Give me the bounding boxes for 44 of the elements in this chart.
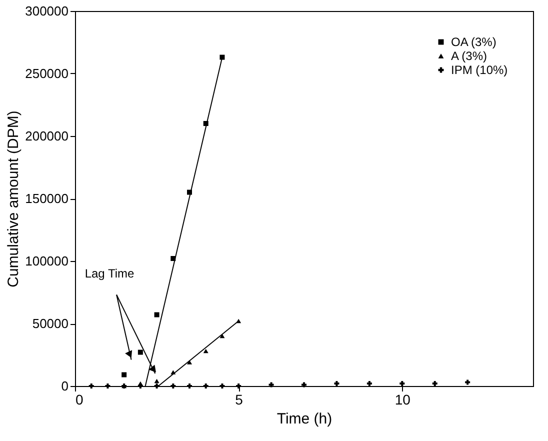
point (366, 381, 372, 386)
point (432, 381, 438, 386)
x-tick-label: 10 (394, 392, 411, 408)
legend-label: OA (3%) (451, 35, 496, 49)
legend-label: IPM (10%) (451, 63, 508, 77)
point (187, 190, 192, 195)
point (302, 382, 306, 388)
point (334, 381, 340, 386)
y-tick-label: 0 (61, 378, 68, 394)
point (154, 378, 160, 384)
point (170, 370, 176, 374)
y-tick-label: 100000 (25, 254, 68, 268)
point (236, 384, 242, 388)
point (154, 384, 160, 388)
x-tick-label: 0 (76, 392, 84, 408)
point (203, 121, 208, 126)
point (236, 318, 242, 324)
point (268, 382, 274, 388)
point (220, 54, 225, 60)
point (122, 372, 127, 378)
y-tick-label: 150000 (25, 191, 68, 206)
point (154, 312, 160, 318)
point (203, 384, 208, 388)
point (400, 381, 405, 386)
point (465, 380, 470, 385)
point (203, 348, 208, 354)
y-tick-label: 50000 (32, 316, 68, 331)
y-tick-label: 200000 (25, 128, 68, 144)
point (170, 256, 176, 261)
y-tick-label: 250000 (25, 66, 68, 81)
x-tick-label: 5 (235, 392, 244, 408)
point (88, 384, 94, 388)
x-axis-title: Time (h) (276, 410, 332, 428)
point (220, 384, 225, 388)
annotation: Lag Time (84, 266, 134, 280)
y-axis-title: Cumulative amount (DPM) (5, 110, 22, 288)
point (105, 384, 110, 388)
point (138, 350, 143, 355)
point (187, 360, 192, 364)
point (138, 381, 143, 386)
point (170, 384, 176, 388)
y-tick-label: 300000 (25, 4, 68, 18)
legend-label: A (3%) (451, 49, 488, 63)
point (187, 384, 192, 388)
